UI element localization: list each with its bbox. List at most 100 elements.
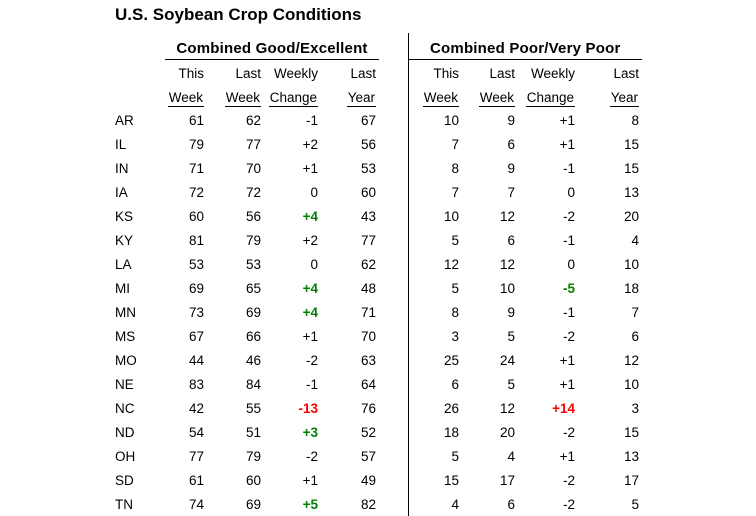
col-header-this-ge: This: [178, 65, 204, 81]
value-cell: -2: [562, 496, 575, 512]
value-cell: 61: [188, 112, 204, 128]
value-cell: 12: [499, 208, 515, 224]
table-row: NC 42 55 -13 76 26 12 +14 3: [110, 395, 642, 419]
value-cell: 43: [360, 208, 376, 224]
col-header-weekly-ge: Weekly: [273, 65, 318, 81]
value-cell: +1: [302, 328, 318, 344]
value-cell: 69: [188, 280, 204, 296]
value-cell: 18: [443, 424, 459, 440]
section-divider: [379, 131, 409, 155]
section-divider: [379, 251, 409, 275]
row-label: NE: [115, 376, 134, 392]
value-cell: -2: [562, 328, 575, 344]
section-divider: [379, 419, 409, 443]
table-row: LA 53 53 0 62 12 12 0 10: [110, 251, 642, 275]
section-divider: [379, 347, 409, 371]
value-cell: +4: [302, 304, 318, 320]
value-cell: 5: [451, 232, 459, 248]
col-header-year-pvp: Year: [609, 89, 639, 107]
col-header-lastyr-pvp: Last: [613, 65, 639, 81]
value-cell: 5: [507, 328, 515, 344]
table-row: IL 79 77 +2 56 7 6 +1 15: [110, 131, 642, 155]
section-header-poor-very-poor: Combined Poor/Very Poor: [408, 33, 642, 60]
value-cell: 4: [451, 496, 459, 512]
corner-cell: [110, 60, 165, 84]
value-cell: 3: [451, 328, 459, 344]
value-cell: 9: [507, 160, 515, 176]
value-cell: 8: [451, 160, 459, 176]
value-cell: 76: [360, 400, 376, 416]
section-divider: [379, 83, 409, 107]
crop-conditions-table: Combined Good/Excellent Combined Poor/Ve…: [110, 33, 642, 516]
value-cell: 5: [507, 376, 515, 392]
value-cell: 20: [623, 208, 639, 224]
table-row: NE 83 84 -1 64 6 5 +1 10: [110, 371, 642, 395]
value-cell: +1: [302, 472, 318, 488]
table-row: MS 67 66 +1 70 3 5 -2 6: [110, 323, 642, 347]
value-cell: 7: [631, 304, 639, 320]
value-cell: -2: [562, 424, 575, 440]
value-cell: +4: [302, 208, 318, 224]
value-cell: 81: [188, 232, 204, 248]
value-cell: 4: [631, 232, 639, 248]
value-cell: 5: [451, 280, 459, 296]
value-cell: 71: [188, 160, 204, 176]
value-cell: +4: [302, 280, 318, 296]
value-cell: 77: [360, 232, 376, 248]
value-cell: 79: [188, 136, 204, 152]
value-cell: 10: [623, 376, 639, 392]
value-cell: 0: [310, 256, 318, 272]
value-cell: 13: [623, 184, 639, 200]
value-cell: 69: [245, 496, 261, 512]
table-row: SD 61 60 +1 49 15 17 -2 17: [110, 467, 642, 491]
value-cell: 71: [360, 304, 376, 320]
value-cell: 8: [631, 112, 639, 128]
value-cell: 56: [245, 208, 261, 224]
value-cell: -2: [305, 352, 318, 368]
row-label: SD: [115, 472, 134, 488]
value-cell: 7: [451, 136, 459, 152]
col-header-weekly-pvp: Weekly: [530, 65, 575, 81]
value-cell: 67: [360, 112, 376, 128]
value-cell: 67: [188, 328, 204, 344]
value-cell: 6: [451, 376, 459, 392]
value-cell: 83: [188, 376, 204, 392]
table-row: ND 54 51 +3 52 18 20 -2 15: [110, 419, 642, 443]
value-cell: 53: [188, 256, 204, 272]
section-divider: [379, 59, 409, 83]
value-cell: 66: [245, 328, 261, 344]
value-cell: 10: [443, 112, 459, 128]
col-header-week2-pvp: Week: [478, 89, 515, 107]
value-cell: 6: [631, 328, 639, 344]
row-label: NC: [115, 400, 135, 416]
value-cell: 13: [623, 448, 639, 464]
value-cell: 10: [443, 208, 459, 224]
value-cell: +1: [302, 160, 318, 176]
value-cell: 17: [499, 472, 515, 488]
row-label: KS: [115, 208, 134, 224]
section-divider: [379, 179, 409, 203]
value-cell: 60: [188, 208, 204, 224]
corner-cell: [110, 83, 165, 107]
value-cell: +2: [302, 232, 318, 248]
page-title: U.S. Soybean Crop Conditions: [115, 5, 362, 24]
value-cell: -1: [562, 304, 575, 320]
value-cell: -2: [562, 208, 575, 224]
value-cell: 7: [507, 184, 515, 200]
value-cell: +1: [559, 112, 575, 128]
section-divider: [379, 107, 409, 131]
value-cell: 60: [245, 472, 261, 488]
value-cell: 61: [188, 472, 204, 488]
table-body: AR 61 62 -1 67 10 9 +1 8 IL 79 77 +2 56 7 6 +1 15 IN 71 70 +1…: [110, 107, 642, 516]
value-cell: -5: [562, 280, 575, 296]
col-header-change-ge: Change: [268, 89, 318, 107]
row-label: OH: [115, 448, 136, 464]
value-cell: 70: [360, 328, 376, 344]
value-cell: -13: [298, 400, 318, 416]
value-cell: 49: [360, 472, 376, 488]
value-cell: 79: [245, 448, 261, 464]
table-row: OH 77 79 -2 57 5 4 +1 13: [110, 443, 642, 467]
column-header-row-2: Week Week Change Year Week Week Change Y…: [110, 83, 642, 107]
value-cell: 46: [245, 352, 261, 368]
